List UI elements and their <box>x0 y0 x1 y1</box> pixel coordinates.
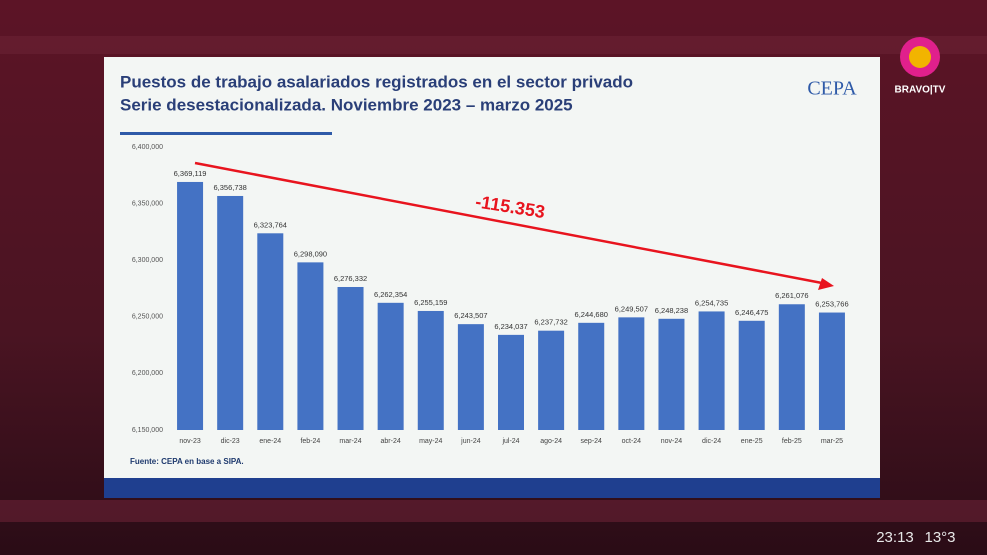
y-tick-label: 6,350,000 <box>132 200 163 207</box>
x-tick-label: jul-24 <box>501 438 519 445</box>
y-tick-label: 6,150,000 <box>132 427 163 434</box>
bar <box>377 302 404 430</box>
x-tick-label: feb-24 <box>300 438 320 445</box>
bar <box>217 195 244 430</box>
y-tick-label: 6,250,000 <box>132 314 163 321</box>
value-label: 6,255,159 <box>414 298 447 307</box>
bar <box>818 312 845 430</box>
x-tick-label: nov-24 <box>661 438 683 445</box>
x-tick-label: ago-24 <box>540 438 562 445</box>
x-tick-label: feb-25 <box>782 438 802 445</box>
bar <box>778 304 805 430</box>
bar <box>457 324 484 430</box>
bar <box>698 311 725 430</box>
bar <box>417 310 444 430</box>
bar <box>498 334 524 430</box>
bar <box>578 322 605 430</box>
value-label: 6,369,119 <box>174 169 207 178</box>
value-label: 6,261,076 <box>775 291 808 300</box>
bar <box>337 286 364 430</box>
y-tick-label: 6,400,000 <box>132 144 163 151</box>
temperature: 13°3 <box>924 529 955 546</box>
channel-logo-inner <box>909 46 931 68</box>
value-label: 6,298,090 <box>294 249 327 258</box>
x-tick-label: dic-24 <box>702 438 721 445</box>
pattern-band <box>0 36 987 54</box>
chart-subtitle: Serie desestacionalizada. Noviembre 2023… <box>120 95 573 114</box>
bar <box>177 181 204 430</box>
source: Fuente: CEPA en base a SIPA. <box>130 457 244 466</box>
trend-arrow <box>194 161 823 285</box>
value-label: 6,248,238 <box>655 306 688 315</box>
value-label: 6,262,354 <box>374 290 407 299</box>
x-tick-label: dic-23 <box>221 438 240 445</box>
value-label: 6,253,766 <box>815 300 848 309</box>
value-label: 6,356,738 <box>213 183 246 192</box>
value-label: 6,254,735 <box>695 298 728 307</box>
x-tick-label: jun-24 <box>460 438 481 445</box>
x-tick-label: sep-24 <box>581 438 603 445</box>
bar <box>297 262 324 430</box>
value-label: 6,249,507 <box>615 304 648 313</box>
bar <box>257 233 284 430</box>
clock: 23:13 <box>876 529 914 546</box>
y-tick-label: 6,300,000 <box>132 257 163 264</box>
value-label: 6,237,732 <box>534 318 567 327</box>
bar <box>738 320 765 430</box>
logo: CEPA <box>807 78 857 100</box>
x-tick-label: mar-24 <box>339 438 361 445</box>
y-tick-label: 6,200,000 <box>132 370 163 377</box>
plot: 6,150,000 6,200,000 6,250,000 6,300,000 6,35… <box>132 144 849 445</box>
x-tick-label: ene-24 <box>259 438 281 445</box>
x-tick-label: nov-23 <box>179 438 201 445</box>
channel-name: BRAVO|TV <box>895 85 946 96</box>
chart-title: Puestos de trabajo asalariados registrad… <box>120 72 633 91</box>
value-label: 6,276,332 <box>334 274 367 283</box>
value-label: 6,246,475 <box>735 308 768 317</box>
card-footer <box>104 478 880 498</box>
x-tick-label: mar-25 <box>821 438 843 445</box>
arrow-head <box>818 278 834 290</box>
bar <box>618 317 645 430</box>
bar <box>658 318 685 430</box>
value-label: 6,234,037 <box>494 322 527 331</box>
value-label: 6,323,764 <box>254 220 287 229</box>
x-tick-label: oct-24 <box>622 438 642 445</box>
x-tick-label: abr-24 <box>381 438 401 445</box>
value-label: 6,244,680 <box>575 310 608 319</box>
value-label: 6,243,507 <box>454 311 487 320</box>
x-tick-label: may-24 <box>419 438 442 445</box>
pattern-band <box>0 500 987 522</box>
x-tick-label: ene-25 <box>741 438 763 445</box>
bar <box>538 330 565 430</box>
title-underline <box>120 132 332 135</box>
